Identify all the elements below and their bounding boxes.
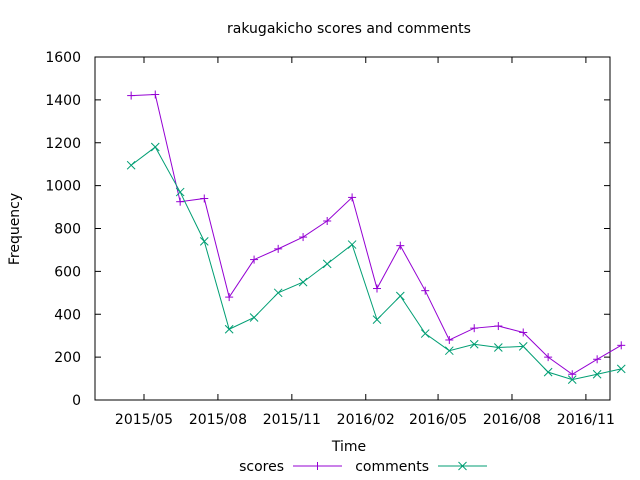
data-point-comments [298,277,308,287]
data-point-comments [199,237,209,246]
data-point-scores [593,355,602,364]
data-point-comments [372,315,382,324]
data-point-comments [249,313,259,322]
series-line-comments [130,146,622,381]
legend-label-comments: comments [355,459,429,475]
data-point-scores [151,90,160,99]
y-tick-label: 200 [54,350,81,366]
x-tick-label: 2016/02 [337,412,395,428]
data-point-scores [200,194,209,203]
legend-label-scores: scores [239,459,284,475]
y-axis-label: Frequency [7,193,23,265]
legend-marker-comments [458,461,467,471]
data-point-comments [175,187,185,197]
x-tick-label: 2016/05 [409,412,467,428]
data-point-scores [494,322,503,331]
data-point-comments [518,342,528,351]
y-tick-label: 0 [72,393,81,409]
data-point-scores [470,324,479,333]
data-point-scores [421,286,430,295]
x-tick-label: 2015/08 [189,412,247,428]
x-tick-label: 2015/05 [115,412,173,428]
data-point-scores [250,255,259,264]
data-point-comments [322,259,332,269]
series-line-scores [131,94,622,375]
y-tick-label: 1200 [45,136,81,152]
data-point-comments [616,364,626,374]
data-point-scores [176,197,185,206]
data-point-comments [543,367,553,377]
x-tick-label: 2016/11 [557,412,615,428]
y-tick-label: 800 [54,222,81,238]
data-point-scores [617,341,626,350]
data-point-scores [299,233,308,242]
legend: scores comments [239,459,487,475]
data-point-scores [225,293,234,302]
y-tick-label: 600 [54,264,81,280]
data-point-comments [567,375,577,384]
y-tick-label: 1600 [45,50,81,66]
data-point-comments [273,288,283,298]
y-tick-label: 1400 [45,93,81,109]
data-point-comments [347,240,357,249]
data-point-comments [395,291,405,301]
data-point-scores [445,335,454,344]
data-point-scores [348,193,357,202]
series-layer [126,90,626,384]
y-tick-label: 400 [54,307,81,323]
plot-frame [94,56,611,401]
data-point-scores [544,353,553,362]
x-axis-label: Time [331,439,366,455]
data-point-comments [150,142,160,152]
data-point-comments [469,339,479,349]
data-point-scores [127,91,136,100]
data-point-scores [323,216,332,225]
data-point-comments [592,369,602,379]
x-tick-label: 2015/11 [263,412,321,428]
x-axis: 2015/05 2015/08 2015/11 2016/02 2016/05 2016/… [115,57,615,428]
chart-title: rakugakicho scores and comments [227,21,471,37]
data-point-scores [274,244,283,253]
data-point-scores [396,241,405,250]
data-point-comments [224,324,234,334]
data-point-scores [373,284,382,293]
x-tick-label: 2016/08 [483,412,541,428]
y-tick-label: 1000 [45,179,81,195]
legend-marker-scores [313,462,322,470]
data-point-comments [444,346,454,356]
data-point-comments [493,343,503,352]
y-axis: 0 200 400 600 800 1000 1200 1400 1600 [45,50,610,409]
data-point-scores [519,328,528,337]
data-point-comments [126,160,136,170]
data-point-scores [568,370,577,379]
data-point-comments [420,329,430,338]
